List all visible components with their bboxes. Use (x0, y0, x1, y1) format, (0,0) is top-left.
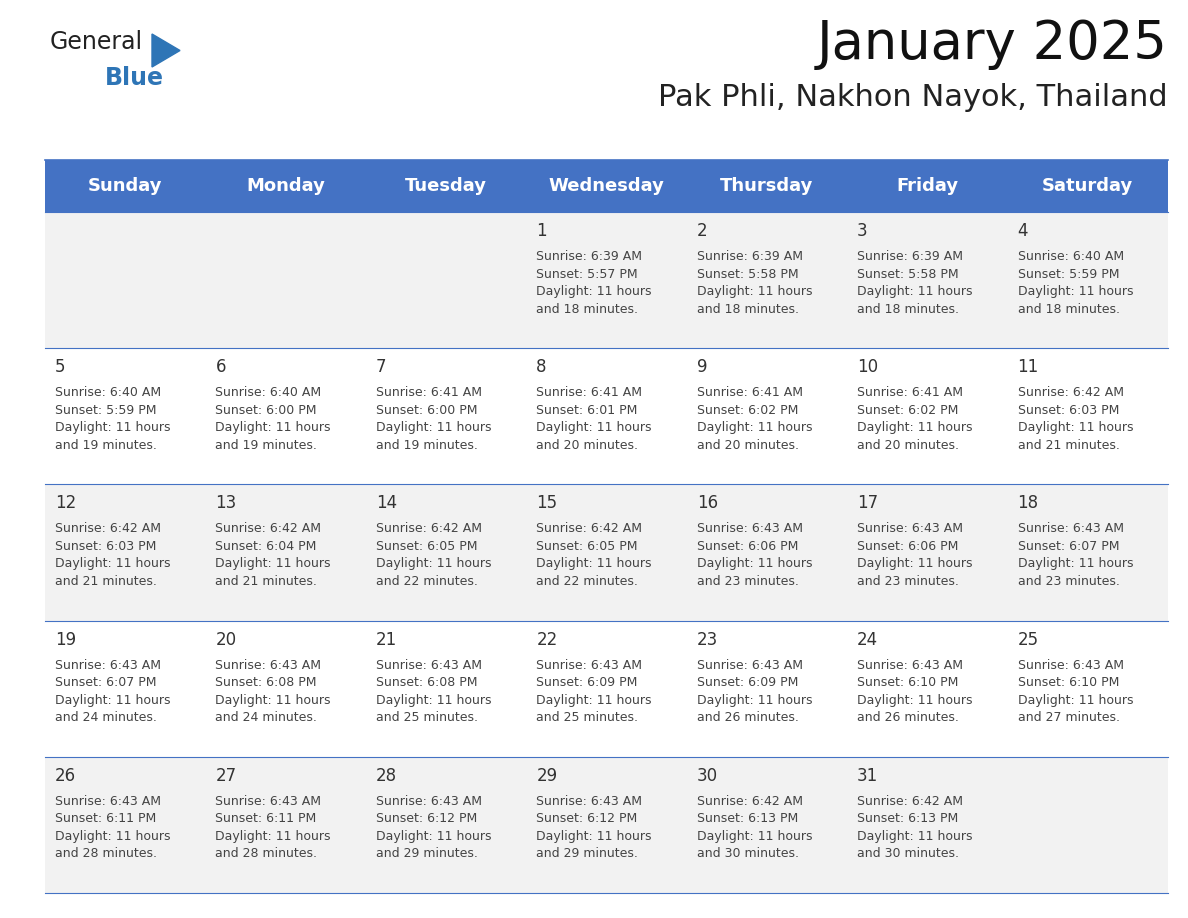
Text: 19: 19 (55, 631, 76, 649)
Text: Monday: Monday (246, 177, 326, 195)
Text: Sunrise: 6:39 AM
Sunset: 5:57 PM
Daylight: 11 hours
and 18 minutes.: Sunrise: 6:39 AM Sunset: 5:57 PM Dayligh… (536, 250, 652, 316)
Text: Sunrise: 6:41 AM
Sunset: 6:01 PM
Daylight: 11 hours
and 20 minutes.: Sunrise: 6:41 AM Sunset: 6:01 PM Dayligh… (536, 386, 652, 452)
Text: 30: 30 (696, 767, 718, 785)
Text: 25: 25 (1018, 631, 1038, 649)
Text: Sunrise: 6:40 AM
Sunset: 5:59 PM
Daylight: 11 hours
and 19 minutes.: Sunrise: 6:40 AM Sunset: 5:59 PM Dayligh… (55, 386, 171, 452)
Text: Sunrise: 6:43 AM
Sunset: 6:10 PM
Daylight: 11 hours
and 26 minutes.: Sunrise: 6:43 AM Sunset: 6:10 PM Dayligh… (858, 658, 973, 724)
Text: 13: 13 (215, 495, 236, 512)
Text: 23: 23 (696, 631, 718, 649)
Text: Sunrise: 6:39 AM
Sunset: 5:58 PM
Daylight: 11 hours
and 18 minutes.: Sunrise: 6:39 AM Sunset: 5:58 PM Dayligh… (696, 250, 813, 316)
Text: Sunrise: 6:42 AM
Sunset: 6:04 PM
Daylight: 11 hours
and 21 minutes.: Sunrise: 6:42 AM Sunset: 6:04 PM Dayligh… (215, 522, 331, 588)
Text: 17: 17 (858, 495, 878, 512)
Bar (45, 348, 1168, 485)
Text: Sunrise: 6:40 AM
Sunset: 6:00 PM
Daylight: 11 hours
and 19 minutes.: Sunrise: 6:40 AM Sunset: 6:00 PM Dayligh… (215, 386, 331, 452)
Text: Sunrise: 6:42 AM
Sunset: 6:03 PM
Daylight: 11 hours
and 21 minutes.: Sunrise: 6:42 AM Sunset: 6:03 PM Dayligh… (55, 522, 171, 588)
Text: Sunrise: 6:41 AM
Sunset: 6:00 PM
Daylight: 11 hours
and 19 minutes.: Sunrise: 6:41 AM Sunset: 6:00 PM Dayligh… (375, 386, 492, 452)
Text: 12: 12 (55, 495, 76, 512)
Text: 6: 6 (215, 358, 226, 376)
Text: Sunrise: 6:43 AM
Sunset: 6:08 PM
Daylight: 11 hours
and 24 minutes.: Sunrise: 6:43 AM Sunset: 6:08 PM Dayligh… (215, 658, 331, 724)
Text: Sunrise: 6:43 AM
Sunset: 6:06 PM
Daylight: 11 hours
and 23 minutes.: Sunrise: 6:43 AM Sunset: 6:06 PM Dayligh… (696, 522, 813, 588)
Text: Sunrise: 6:42 AM
Sunset: 6:03 PM
Daylight: 11 hours
and 21 minutes.: Sunrise: 6:42 AM Sunset: 6:03 PM Dayligh… (1018, 386, 1133, 452)
Text: Pak Phli, Nakhon Nayok, Thailand: Pak Phli, Nakhon Nayok, Thailand (658, 83, 1168, 112)
Text: Thursday: Thursday (720, 177, 814, 195)
Text: 20: 20 (215, 631, 236, 649)
Text: Saturday: Saturday (1042, 177, 1133, 195)
Text: 15: 15 (536, 495, 557, 512)
Text: 22: 22 (536, 631, 557, 649)
Text: 31: 31 (858, 767, 878, 785)
Text: Tuesday: Tuesday (405, 177, 487, 195)
Text: Sunrise: 6:41 AM
Sunset: 6:02 PM
Daylight: 11 hours
and 20 minutes.: Sunrise: 6:41 AM Sunset: 6:02 PM Dayligh… (696, 386, 813, 452)
Text: Sunrise: 6:43 AM
Sunset: 6:12 PM
Daylight: 11 hours
and 29 minutes.: Sunrise: 6:43 AM Sunset: 6:12 PM Dayligh… (375, 795, 492, 860)
Text: 21: 21 (375, 631, 397, 649)
Text: Sunrise: 6:43 AM
Sunset: 6:07 PM
Daylight: 11 hours
and 23 minutes.: Sunrise: 6:43 AM Sunset: 6:07 PM Dayligh… (1018, 522, 1133, 588)
Text: 27: 27 (215, 767, 236, 785)
Text: 5: 5 (55, 358, 65, 376)
Text: 10: 10 (858, 358, 878, 376)
Text: 4: 4 (1018, 222, 1028, 240)
Text: 14: 14 (375, 495, 397, 512)
Bar (45, 485, 1168, 621)
Bar (45, 621, 1168, 756)
Text: Sunrise: 6:43 AM
Sunset: 6:07 PM
Daylight: 11 hours
and 24 minutes.: Sunrise: 6:43 AM Sunset: 6:07 PM Dayligh… (55, 658, 171, 724)
Text: 1: 1 (536, 222, 546, 240)
Text: 26: 26 (55, 767, 76, 785)
Text: 24: 24 (858, 631, 878, 649)
Text: Sunrise: 6:40 AM
Sunset: 5:59 PM
Daylight: 11 hours
and 18 minutes.: Sunrise: 6:40 AM Sunset: 5:59 PM Dayligh… (1018, 250, 1133, 316)
Text: 11: 11 (1018, 358, 1038, 376)
Text: Sunrise: 6:42 AM
Sunset: 6:05 PM
Daylight: 11 hours
and 22 minutes.: Sunrise: 6:42 AM Sunset: 6:05 PM Dayligh… (536, 522, 652, 588)
Text: 3: 3 (858, 222, 867, 240)
Text: 28: 28 (375, 767, 397, 785)
Text: Sunrise: 6:43 AM
Sunset: 6:10 PM
Daylight: 11 hours
and 27 minutes.: Sunrise: 6:43 AM Sunset: 6:10 PM Dayligh… (1018, 658, 1133, 724)
Text: Sunrise: 6:43 AM
Sunset: 6:12 PM
Daylight: 11 hours
and 29 minutes.: Sunrise: 6:43 AM Sunset: 6:12 PM Dayligh… (536, 795, 652, 860)
Text: Sunrise: 6:43 AM
Sunset: 6:11 PM
Daylight: 11 hours
and 28 minutes.: Sunrise: 6:43 AM Sunset: 6:11 PM Dayligh… (215, 795, 331, 860)
Text: General: General (50, 30, 143, 54)
Text: Friday: Friday (896, 177, 959, 195)
Text: Sunrise: 6:43 AM
Sunset: 6:09 PM
Daylight: 11 hours
and 25 minutes.: Sunrise: 6:43 AM Sunset: 6:09 PM Dayligh… (536, 658, 652, 724)
Text: 7: 7 (375, 358, 386, 376)
Text: Sunday: Sunday (88, 177, 163, 195)
Text: 8: 8 (536, 358, 546, 376)
Text: Sunrise: 6:43 AM
Sunset: 6:06 PM
Daylight: 11 hours
and 23 minutes.: Sunrise: 6:43 AM Sunset: 6:06 PM Dayligh… (858, 522, 973, 588)
Text: Sunrise: 6:41 AM
Sunset: 6:02 PM
Daylight: 11 hours
and 20 minutes.: Sunrise: 6:41 AM Sunset: 6:02 PM Dayligh… (858, 386, 973, 452)
Text: 16: 16 (696, 495, 718, 512)
Text: Sunrise: 6:42 AM
Sunset: 6:13 PM
Daylight: 11 hours
and 30 minutes.: Sunrise: 6:42 AM Sunset: 6:13 PM Dayligh… (858, 795, 973, 860)
Polygon shape (152, 34, 181, 67)
Text: Sunrise: 6:43 AM
Sunset: 6:11 PM
Daylight: 11 hours
and 28 minutes.: Sunrise: 6:43 AM Sunset: 6:11 PM Dayligh… (55, 795, 171, 860)
Text: Sunrise: 6:42 AM
Sunset: 6:13 PM
Daylight: 11 hours
and 30 minutes.: Sunrise: 6:42 AM Sunset: 6:13 PM Dayligh… (696, 795, 813, 860)
Text: 18: 18 (1018, 495, 1038, 512)
Text: January 2025: January 2025 (817, 18, 1168, 70)
Bar (45, 212, 1168, 348)
Text: Sunrise: 6:43 AM
Sunset: 6:09 PM
Daylight: 11 hours
and 26 minutes.: Sunrise: 6:43 AM Sunset: 6:09 PM Dayligh… (696, 658, 813, 724)
Text: 9: 9 (696, 358, 707, 376)
Bar (45, 160, 1168, 212)
Text: Sunrise: 6:43 AM
Sunset: 6:08 PM
Daylight: 11 hours
and 25 minutes.: Sunrise: 6:43 AM Sunset: 6:08 PM Dayligh… (375, 658, 492, 724)
Text: 2: 2 (696, 222, 707, 240)
Text: Blue: Blue (105, 66, 164, 90)
Text: Sunrise: 6:39 AM
Sunset: 5:58 PM
Daylight: 11 hours
and 18 minutes.: Sunrise: 6:39 AM Sunset: 5:58 PM Dayligh… (858, 250, 973, 316)
Bar (45, 756, 1168, 893)
Text: Sunrise: 6:42 AM
Sunset: 6:05 PM
Daylight: 11 hours
and 22 minutes.: Sunrise: 6:42 AM Sunset: 6:05 PM Dayligh… (375, 522, 492, 588)
Text: Wednesday: Wednesday (549, 177, 664, 195)
Text: 29: 29 (536, 767, 557, 785)
